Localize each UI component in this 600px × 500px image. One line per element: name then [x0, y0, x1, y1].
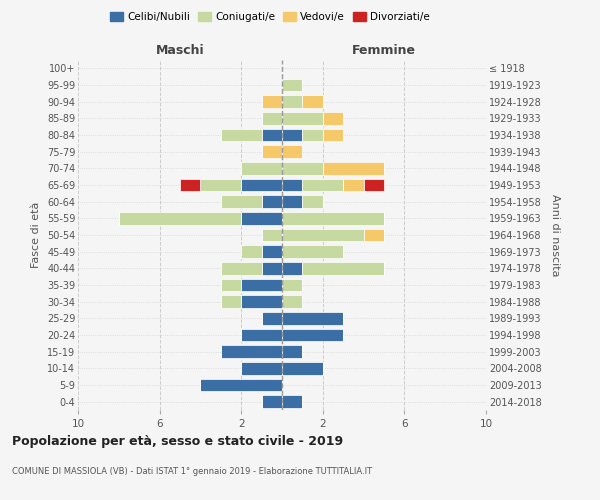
Bar	[302, 179, 343, 192]
Bar	[221, 296, 241, 308]
Bar	[241, 279, 282, 291]
Text: Popolazione per età, sesso e stato civile - 2019: Popolazione per età, sesso e stato civil…	[12, 435, 343, 448]
Bar	[282, 196, 302, 208]
Bar	[282, 179, 302, 192]
Bar	[282, 346, 302, 358]
Bar	[262, 246, 282, 258]
Bar	[364, 179, 384, 192]
Text: Maschi: Maschi	[155, 44, 205, 57]
Bar	[241, 362, 282, 374]
Bar	[241, 179, 282, 192]
Bar	[302, 129, 323, 141]
Bar	[241, 212, 282, 224]
Bar	[200, 379, 282, 391]
Bar	[282, 112, 323, 124]
Bar	[302, 262, 384, 274]
Bar	[282, 96, 302, 108]
Text: Femmine: Femmine	[352, 44, 416, 57]
Bar	[221, 279, 241, 291]
Bar	[282, 229, 364, 241]
Bar	[302, 96, 323, 108]
Bar	[343, 179, 364, 192]
Bar	[262, 146, 282, 158]
Bar	[262, 229, 282, 241]
Bar	[241, 246, 262, 258]
Bar	[262, 96, 282, 108]
Bar	[302, 196, 323, 208]
Text: COMUNE DI MASSIOLA (VB) - Dati ISTAT 1° gennaio 2019 - Elaborazione TUTTITALIA.I: COMUNE DI MASSIOLA (VB) - Dati ISTAT 1° …	[12, 468, 372, 476]
Legend: Celibi/Nubili, Coniugati/e, Vedovi/e, Divorziati/e: Celibi/Nubili, Coniugati/e, Vedovi/e, Di…	[106, 8, 434, 26]
Bar	[282, 362, 323, 374]
Bar	[282, 279, 302, 291]
Bar	[323, 129, 343, 141]
Bar	[282, 396, 302, 408]
Bar	[262, 312, 282, 324]
Bar	[262, 396, 282, 408]
Bar	[221, 129, 262, 141]
Bar	[282, 329, 343, 341]
Bar	[221, 262, 262, 274]
Bar	[262, 196, 282, 208]
Bar	[282, 262, 302, 274]
Bar	[262, 129, 282, 141]
Y-axis label: Fasce di età: Fasce di età	[31, 202, 41, 268]
Bar	[364, 229, 384, 241]
Bar	[241, 162, 282, 174]
Bar	[282, 312, 343, 324]
Bar	[282, 146, 302, 158]
Bar	[221, 196, 262, 208]
Bar	[262, 262, 282, 274]
Bar	[282, 79, 302, 92]
Bar	[282, 212, 384, 224]
Y-axis label: Anni di nascita: Anni di nascita	[550, 194, 560, 276]
Bar	[282, 296, 302, 308]
Bar	[221, 346, 282, 358]
Bar	[262, 112, 282, 124]
Bar	[241, 329, 282, 341]
Bar	[323, 112, 343, 124]
Bar	[282, 246, 343, 258]
Bar	[200, 179, 241, 192]
Bar	[119, 212, 241, 224]
Bar	[282, 162, 323, 174]
Bar	[241, 296, 282, 308]
Bar	[180, 179, 200, 192]
Bar	[323, 162, 384, 174]
Bar	[282, 129, 302, 141]
